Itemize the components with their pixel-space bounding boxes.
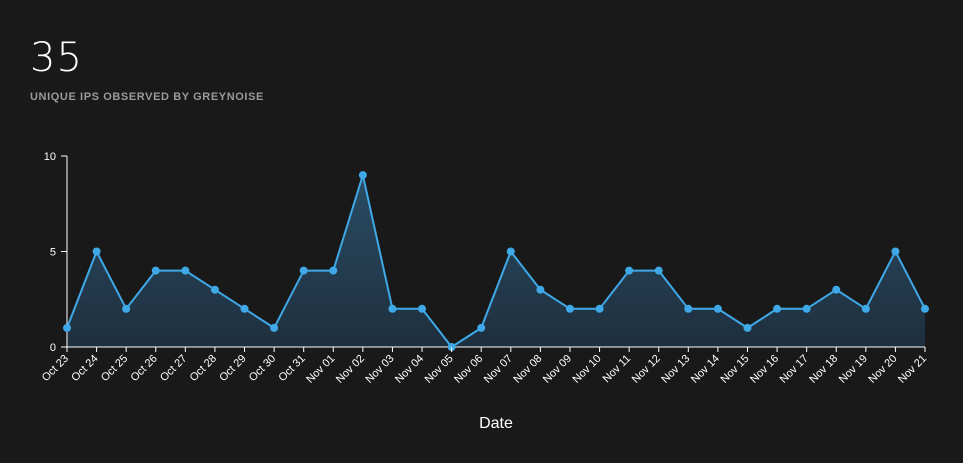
data-point[interactable]	[654, 266, 663, 275]
stat-label: UNIQUE IPS OBSERVED BY GREYNOISE	[30, 91, 264, 103]
data-point[interactable]	[210, 285, 219, 294]
y-tick-label: 10	[44, 151, 56, 163]
x-tick-label: Oct 23	[40, 353, 71, 384]
x-tick-label: Oct 24	[69, 353, 100, 384]
data-point[interactable]	[299, 266, 308, 275]
y-tick-label: 0	[50, 342, 56, 354]
x-tick-label: Oct 27	[158, 353, 189, 384]
x-tick-label: Oct 28	[188, 353, 219, 384]
x-tick-label: Nov 01	[304, 353, 337, 386]
x-tick-label: Nov 10	[571, 353, 604, 386]
stat-value: 35	[30, 35, 83, 81]
data-point[interactable]	[565, 304, 574, 313]
data-point[interactable]	[240, 304, 249, 313]
x-axis-title: Date	[479, 415, 513, 432]
data-point[interactable]	[891, 247, 900, 256]
data-point[interactable]	[477, 323, 486, 332]
data-point[interactable]	[358, 171, 367, 180]
data-point[interactable]	[506, 247, 515, 256]
data-point[interactable]	[921, 304, 929, 313]
x-tick-label: Oct 25	[99, 353, 130, 384]
data-point[interactable]	[832, 285, 841, 294]
x-tick-label: Nov 03	[363, 353, 396, 386]
data-point[interactable]	[181, 266, 190, 275]
data-point[interactable]	[388, 304, 397, 313]
data-point[interactable]	[418, 304, 427, 313]
x-tick-label: Nov 12	[630, 353, 663, 386]
x-tick-label: Nov 18	[807, 353, 840, 386]
x-tick-label: Nov 16	[748, 353, 781, 386]
x-tick-label: Nov 13	[659, 353, 692, 386]
x-tick-label: Nov 17	[778, 353, 811, 386]
x-tick-label: Nov 21	[896, 353, 929, 386]
data-point[interactable]	[684, 304, 693, 313]
series-line	[66, 171, 926, 349]
data-point[interactable]	[713, 304, 722, 313]
x-tick-label: Nov 15	[718, 353, 751, 386]
data-point[interactable]	[861, 304, 870, 313]
series-area	[67, 175, 925, 347]
data-point[interactable]	[63, 323, 71, 332]
data-point[interactable]	[773, 304, 782, 313]
data-point[interactable]	[802, 304, 811, 313]
x-tick-label: Nov 19	[837, 353, 870, 386]
x-tick-label: Nov 08	[511, 353, 544, 386]
data-point[interactable]	[625, 266, 634, 275]
x-tick-label: Nov 06	[452, 353, 485, 386]
data-point[interactable]	[270, 323, 279, 332]
x-tick-label: Nov 07	[482, 353, 515, 386]
x-tick-label: Nov 20	[866, 353, 899, 386]
data-point[interactable]	[122, 304, 131, 313]
y-tick-label: 5	[50, 247, 56, 259]
data-point[interactable]	[536, 285, 545, 294]
data-point[interactable]	[595, 304, 604, 313]
data-point[interactable]	[151, 266, 160, 275]
x-tick-label: Nov 11	[601, 353, 634, 386]
x-tick-label: Nov 09	[541, 353, 574, 386]
x-tick-label: Oct 26	[128, 353, 159, 384]
data-point[interactable]	[329, 266, 338, 275]
x-tick-label: Nov 05	[423, 353, 456, 386]
data-point[interactable]	[743, 323, 752, 332]
x-tick-label: Nov 14	[689, 353, 722, 386]
x-tick-label: Oct 30	[247, 353, 278, 384]
x-tick-label: Nov 04	[393, 353, 426, 386]
x-tick-label: Oct 29	[217, 353, 248, 384]
data-point[interactable]	[92, 247, 101, 256]
x-tick-label: Nov 02	[334, 353, 367, 386]
x-tick-label: Oct 31	[276, 353, 307, 384]
